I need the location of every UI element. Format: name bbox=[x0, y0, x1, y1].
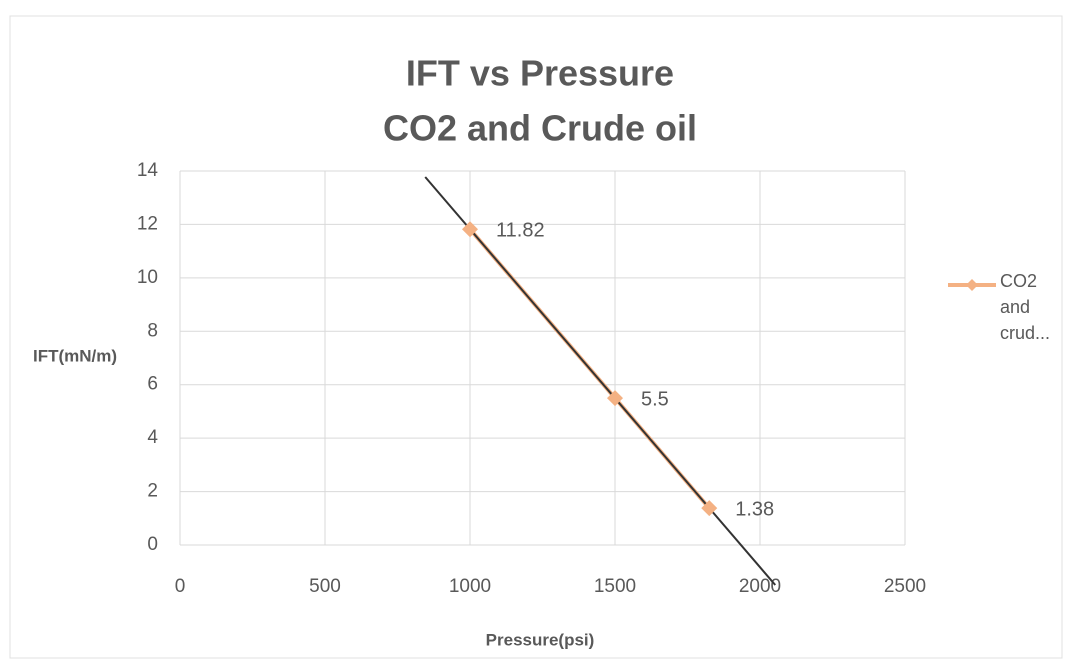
x-tick-label: 1000 bbox=[449, 576, 491, 597]
x-tick-label: 0 bbox=[175, 576, 186, 597]
legend-marker bbox=[966, 279, 978, 291]
data-label: 5.5 bbox=[641, 388, 669, 410]
x-tick-label: 1500 bbox=[594, 576, 636, 597]
data-label: 11.82 bbox=[496, 220, 545, 242]
x-axis-label: Pressure(psi) bbox=[486, 630, 595, 649]
y-tick-label: 4 bbox=[147, 427, 158, 448]
x-tick-label: 2000 bbox=[739, 576, 781, 597]
trendline bbox=[424, 176, 777, 586]
y-tick-label: 0 bbox=[147, 534, 158, 555]
y-tick-label: 6 bbox=[147, 374, 158, 395]
data-point bbox=[607, 390, 623, 407]
x-tick-label: 500 bbox=[309, 576, 341, 597]
data-label: 1.38 bbox=[735, 498, 774, 520]
y-tick-label: 8 bbox=[147, 320, 158, 341]
legend-label: CO2 and crud... bbox=[1000, 271, 1051, 343]
y-tick-label: 12 bbox=[137, 213, 158, 234]
data-point bbox=[701, 500, 718, 517]
y-tick-label: 2 bbox=[147, 481, 158, 502]
chart-subtitle: CO2 and Crude oil bbox=[383, 108, 697, 149]
y-axis-label: IFT(mN/m) bbox=[33, 346, 117, 365]
y-tick-label: 14 bbox=[137, 160, 159, 181]
x-tick-label: 2500 bbox=[884, 576, 926, 597]
chart-title: IFT vs Pressure bbox=[406, 53, 674, 94]
y-tick-label: 10 bbox=[137, 267, 158, 288]
data-point bbox=[462, 221, 478, 238]
chart-border bbox=[9, 15, 1063, 659]
